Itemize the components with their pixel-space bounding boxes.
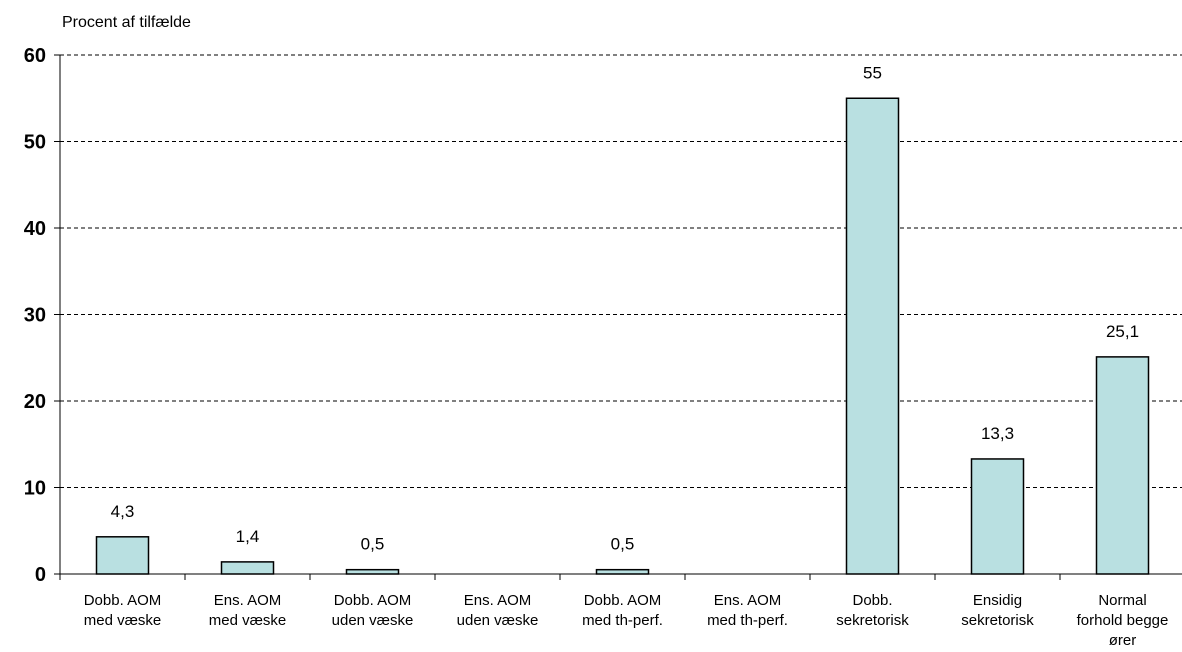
x-tick-label: Ensidig bbox=[973, 592, 1022, 609]
data-label: 0,5 bbox=[361, 535, 385, 554]
x-tick-label: sekretorisk bbox=[961, 612, 1034, 629]
x-tick-label: uden væske bbox=[332, 612, 414, 629]
x-tick-label: uden væske bbox=[457, 612, 539, 629]
x-tick-label: Dobb. bbox=[852, 592, 892, 609]
x-tick-label: Dobb. AOM bbox=[584, 592, 662, 609]
y-tick-label: 10 bbox=[24, 478, 46, 500]
data-label: 0,5 bbox=[611, 535, 635, 554]
bar bbox=[595, 568, 650, 575]
bar bbox=[1095, 356, 1150, 575]
bar bbox=[970, 458, 1025, 575]
data-label: 55 bbox=[863, 63, 882, 82]
x-tick-label: Ens. AOM bbox=[464, 592, 532, 609]
data-label: 25,1 bbox=[1106, 322, 1139, 341]
x-tick-label: forhold begge bbox=[1077, 612, 1169, 629]
y-tick-label: 60 bbox=[24, 45, 46, 67]
bar bbox=[220, 561, 275, 575]
y-tick-label: 40 bbox=[24, 218, 46, 240]
x-tick-label: med th-perf. bbox=[707, 612, 788, 629]
x-tick-label: Ens. AOM bbox=[714, 592, 782, 609]
y-tick-label: 0 bbox=[35, 564, 46, 586]
bar bbox=[345, 568, 400, 575]
x-tick-label: ører bbox=[1109, 632, 1137, 649]
y-tick-label: 20 bbox=[24, 391, 46, 413]
x-tick-label: sekretorisk bbox=[836, 612, 909, 629]
y-tick-label: 30 bbox=[24, 305, 46, 327]
x-tick-label: Normal bbox=[1098, 592, 1146, 609]
y-axis-label: Procent af tilfælde bbox=[62, 14, 191, 31]
y-tick-label: 50 bbox=[24, 132, 46, 154]
data-label: 4,3 bbox=[111, 502, 135, 521]
x-tick-label: Dobb. AOM bbox=[334, 592, 412, 609]
x-tick-label: med væske bbox=[84, 612, 162, 629]
x-tick-label: med th-perf. bbox=[582, 612, 663, 629]
bar bbox=[95, 536, 150, 575]
x-tick-label: Ens. AOM bbox=[214, 592, 282, 609]
data-label: 1,4 bbox=[236, 527, 260, 546]
bar bbox=[845, 97, 900, 575]
x-tick-label: med væske bbox=[209, 612, 287, 629]
x-tick-label: Dobb. AOM bbox=[84, 592, 162, 609]
data-label: 13,3 bbox=[981, 424, 1014, 443]
